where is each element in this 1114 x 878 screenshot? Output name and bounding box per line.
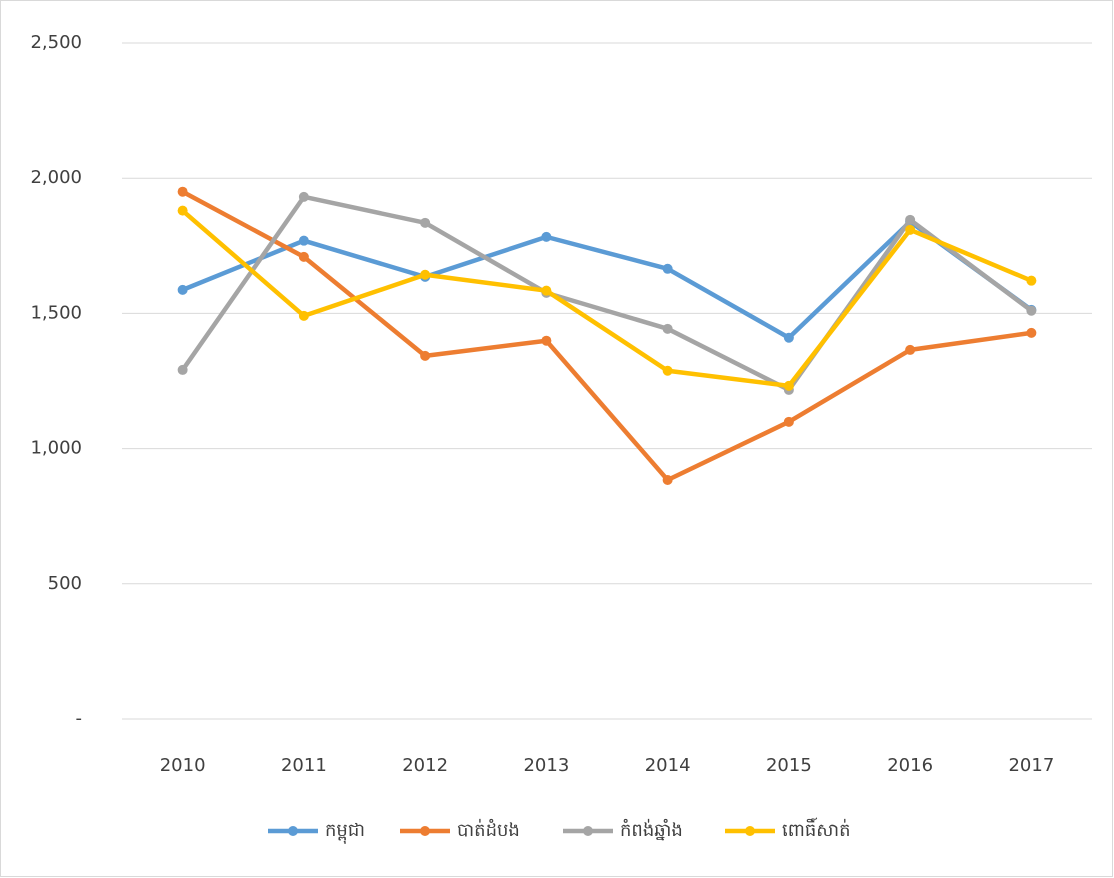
data-point [298,310,309,321]
x-tick-label: 2014 [645,755,691,776]
data-point [298,191,309,202]
y-tick-label: 2,000 [30,167,82,188]
legend-label: កំពង់ឆ្នាំង [620,818,683,841]
data-point [177,364,188,375]
x-tick-label: 2013 [523,755,569,776]
data-point [783,380,794,391]
series-line [180,194,1034,393]
data-point [541,285,552,296]
legend-marker [288,826,298,836]
data-point [177,284,188,295]
data-point [541,335,552,346]
data-point [541,231,552,242]
data-point [177,205,188,216]
data-point [662,365,673,376]
x-tick-label: 2012 [402,755,448,776]
data-point [662,474,673,485]
data-point [1026,305,1037,316]
data-point [783,416,794,427]
data-point [1026,327,1037,338]
x-tick-label: 2015 [766,755,812,776]
y-tick-label: 2,500 [30,32,82,53]
x-tick-label: 2010 [160,755,206,776]
data-point [905,344,916,355]
data-point [783,332,794,343]
data-point [662,263,673,274]
series-line [180,219,1034,340]
series-line [180,208,1034,389]
legend-label: កម្ពុជា [325,820,365,844]
x-tick-label: 2011 [281,755,327,776]
y-tick-label: 1,000 [30,438,82,459]
data-point [420,217,431,228]
data-point [662,323,673,334]
data-point [1026,275,1037,286]
series-line [180,189,1034,483]
legend-label: ពោធិ៍សាត់ [782,817,851,841]
x-tick-label: 2017 [1008,755,1054,776]
data-point [420,269,431,280]
legend-marker [745,826,755,836]
y-tick-label: 500 [48,573,82,594]
legend-marker [583,826,593,836]
data-point [905,224,916,235]
data-point [420,350,431,361]
y-tick-label: 1,500 [30,302,82,323]
data-point [905,214,916,225]
y-tick-label: - [76,708,83,729]
legend-marker [420,826,430,836]
data-point [298,251,309,262]
data-point [298,235,309,246]
legend-label: បាត់ដំបង [457,818,520,841]
x-tick-label: 2016 [887,755,933,776]
data-point [177,186,188,197]
